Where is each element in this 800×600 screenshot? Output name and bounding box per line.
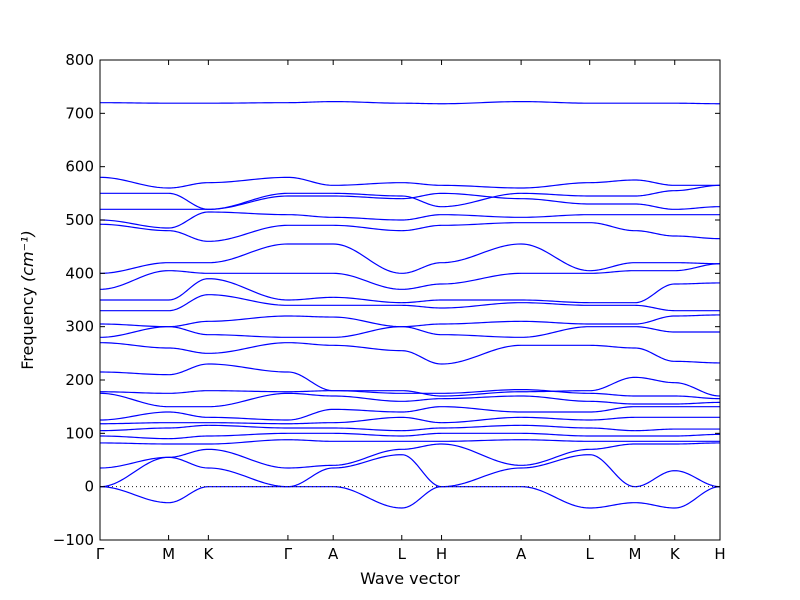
band-line-2 [99,176,720,189]
band-line-23 [99,454,721,488]
x-tick-label: A [516,545,527,563]
y-tick-label: 800 [65,51,94,69]
x-tick-label: H [714,545,725,563]
y-tick-label: −100 [53,531,94,549]
band-line-6 [99,222,721,242]
band-line-10 [100,294,720,312]
band-line-16 [99,392,721,408]
x-tick-label: A [328,545,339,563]
y-tick-label: 200 [65,371,94,389]
band-line-3 [100,184,721,210]
x-axis-label: Wave vector [360,569,460,588]
band-line-17 [99,406,720,421]
band-line-8 [99,263,721,290]
plot-frame [99,59,721,541]
x-tick-label: K [203,545,214,563]
band-line-20 [99,432,721,440]
y-tick-label: 0 [84,478,94,496]
band-line-15 [99,388,721,400]
band-line-1 [100,100,720,105]
band-line-24 [99,486,721,509]
band-line-7 [99,243,720,274]
band-line-11 [99,314,721,328]
band-lines [99,100,721,509]
band-line-22 [99,442,721,469]
y-tick-label: 700 [65,104,94,122]
x-tick-label: M [628,545,641,563]
band-line-12 [99,326,720,338]
y-axis-label-text: Frequency [18,287,37,370]
y-axis-ticks: −100 0 100 200 300 400 500 600 700 800 [53,51,720,549]
y-tick-label: 400 [65,264,94,282]
x-tick-label: K [670,545,681,563]
x-tick-label: L [398,545,407,563]
y-tick-label: 600 [65,158,94,176]
x-tick-label: Γ [284,545,293,563]
band-line-5 [99,211,720,229]
x-tick-label: Γ [96,545,105,563]
band-line-21 [99,439,720,445]
y-tick-label: 100 [65,424,94,442]
band-line-4 [100,192,721,210]
y-axis-label-unit: (cm⁻¹) [18,230,37,282]
band-line-19 [99,424,720,432]
x-tick-label: M [162,545,175,563]
y-tick-label: 300 [65,318,94,336]
band-line-18 [100,416,720,425]
band-line-9 [100,278,721,304]
y-axis-label: Frequency (cm⁻¹) [18,230,37,369]
y-tick-label: 500 [65,211,94,229]
band-line-13 [99,342,720,365]
x-tick-label: L [586,545,595,563]
x-tick-label: H [436,545,447,563]
